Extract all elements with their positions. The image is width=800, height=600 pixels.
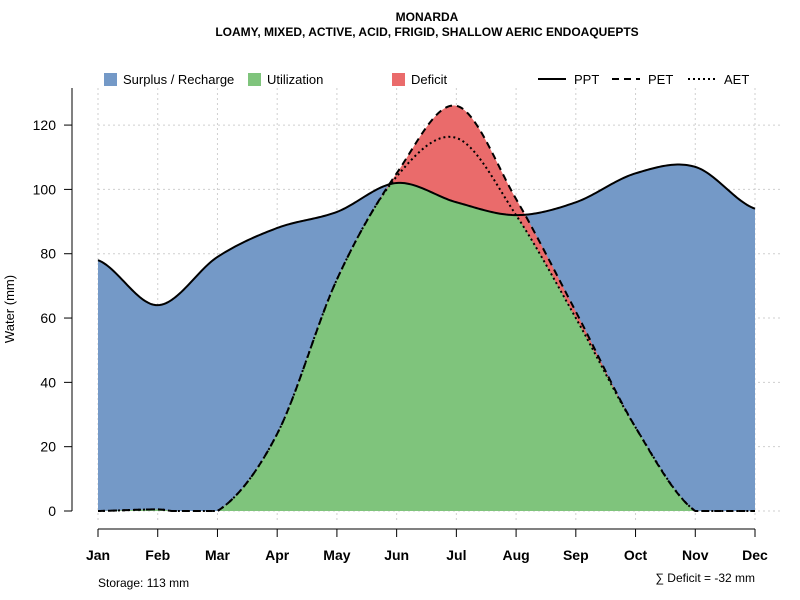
legend-label-utilization: Utilization: [267, 72, 323, 87]
axes: 0 20 40 60 80 100 120 Jan Feb Mar Apr May Jun Jul Aug S…: [33, 88, 768, 563]
x-tick-label-apr: Apr: [265, 547, 290, 563]
fill-utilization: [98, 182, 755, 512]
x-tick-label-sep: Sep: [563, 547, 589, 563]
y-tick-label-3: 60: [40, 310, 56, 326]
y-tick-label-1: 20: [40, 439, 56, 455]
legend-swatch-surplus: [104, 73, 117, 86]
x-tick-label-oct: Oct: [624, 547, 648, 563]
legend-swatch-deficit: [392, 73, 405, 86]
x-tick-label-nov: Nov: [682, 547, 709, 563]
legend-swatch-utilization: [248, 73, 261, 86]
series-lines: [97, 104, 756, 512]
y-tick-label-4: 80: [40, 246, 56, 262]
deficit-note: ∑ Deficit = -32 mm: [655, 571, 755, 585]
x-tick-label-aug: Aug: [502, 547, 529, 563]
legend: Surplus / Recharge Utilization Deficit P…: [104, 72, 749, 87]
series-line-aet: [97, 135, 755, 512]
x-tick-label-dec: Dec: [742, 547, 768, 563]
x-tick-label-feb: Feb: [145, 547, 170, 563]
legend-label-deficit: Deficit: [411, 72, 448, 87]
y-axis-label: Water (mm): [2, 275, 17, 343]
x-tick-label-jun: Jun: [384, 547, 409, 563]
y-tick-label-6: 120: [33, 117, 57, 133]
y-tick-label-5: 100: [33, 181, 57, 197]
legend-label-surplus: Surplus / Recharge: [123, 72, 234, 87]
series-line-ppt: [97, 163, 756, 307]
storage-note: Storage: 113 mm: [98, 576, 189, 590]
x-tick-label-jan: Jan: [86, 547, 110, 563]
y-tick-label-2: 40: [40, 374, 56, 390]
y-tick-label-0: 0: [48, 503, 56, 519]
series-line-pet: [97, 104, 755, 512]
area-fills: [98, 105, 755, 512]
legend-label-pet: PET: [648, 72, 673, 87]
chart-subtitle: LOAMY, MIXED, ACTIVE, ACID, FRIGID, SHAL…: [215, 25, 638, 39]
legend-label-aet: AET: [724, 72, 749, 87]
x-tick-label-jul: Jul: [446, 547, 466, 563]
chart-title: MONARDA: [396, 10, 459, 24]
x-tick-label-may: May: [323, 547, 350, 563]
x-tick-label-mar: Mar: [205, 547, 230, 563]
legend-label-ppt: PPT: [574, 72, 599, 87]
